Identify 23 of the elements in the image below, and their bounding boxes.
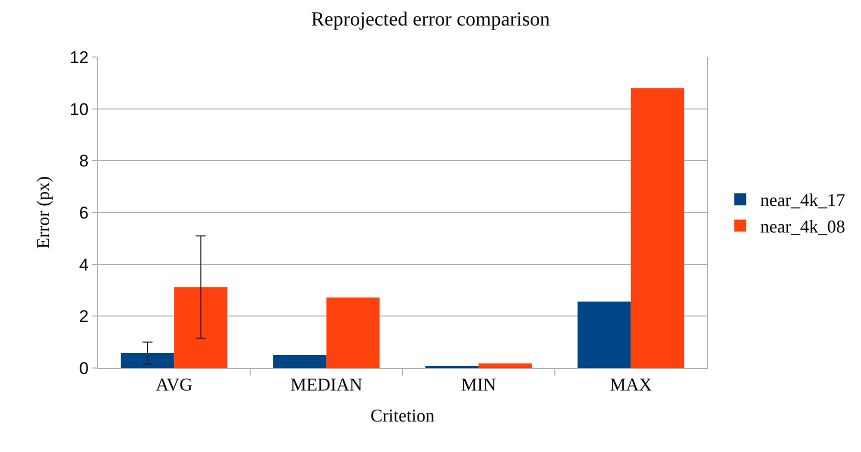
x-tick-label: MAX [610, 374, 652, 395]
x-tick-label: MEDIAN [290, 374, 362, 395]
legend-label: near_4k_08 [760, 216, 846, 237]
bar [578, 302, 631, 368]
x-tick-label: MIN [461, 374, 496, 395]
y-axis-title: Error (px) [32, 176, 53, 249]
bar [326, 298, 380, 368]
legend-label: near_4k_17 [760, 190, 846, 210]
bar [630, 88, 684, 368]
bar [273, 355, 326, 368]
chart-title: Reprojected error comparison [311, 8, 550, 30]
y-tick-label: 8 [79, 152, 89, 171]
x-axis-title: Critetion [370, 406, 434, 426]
x-tick-label: AVG [156, 374, 192, 395]
y-tick-label: 6 [79, 203, 89, 222]
y-tick-label: 12 [70, 48, 89, 67]
y-tick-label: 2 [79, 307, 89, 326]
y-tick-label: 0 [79, 358, 89, 378]
y-tick-label: 4 [79, 255, 89, 274]
y-tick-label: 10 [70, 100, 89, 119]
bar [478, 363, 532, 368]
bar [120, 352, 174, 368]
bar [174, 287, 228, 368]
